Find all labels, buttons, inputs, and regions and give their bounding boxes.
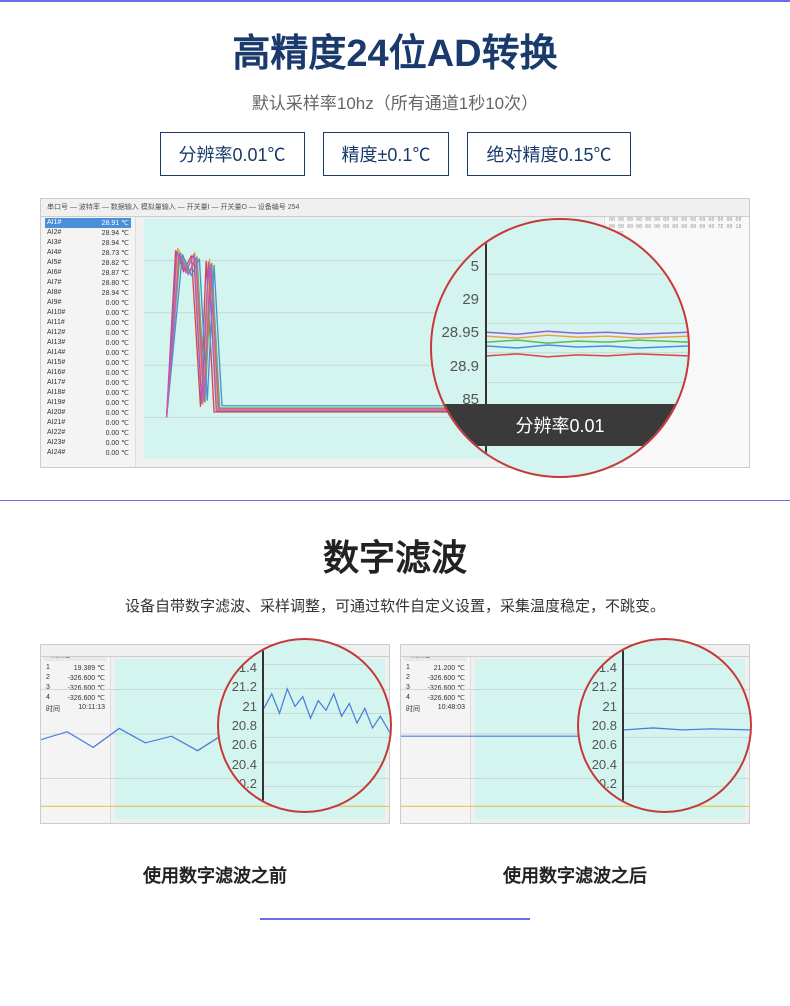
app-toolbar: 串口号 — 波特率 — 数据输入 模拟量输入 — 开关量I — 开关量O — 设…	[41, 199, 749, 217]
section2-title: 数字滤波	[0, 529, 790, 581]
section1-subtitle: 默认采样率10hz（所有通道1秒10次）	[0, 89, 790, 114]
compare-row: 当前数值119.389 ℃2-326.600 ℃3-326.600 ℃4-326…	[0, 644, 790, 888]
spec-row: 分辨率0.01℃ 精度±0.1℃ 绝对精度0.15℃	[0, 132, 790, 176]
before-caption: 使用数字滤波之前	[40, 862, 390, 888]
spec-precision: 精度±0.1℃	[323, 132, 450, 176]
spec-absolute: 绝对精度0.15℃	[467, 132, 630, 176]
before-item: 当前数值119.389 ℃2-326.600 ℃3-326.600 ℃4-326…	[40, 644, 390, 888]
section2-desc: 设备自带数字滤波、采样调整，可通过软件自定义设置，采集温度稳定，不跳变。	[0, 595, 790, 616]
magnifier-main: 5 29 28.95 28.9 85 分辨	[430, 218, 690, 478]
section1-title: 高精度24位AD转换	[0, 22, 790, 77]
before-magnifier: 21.421.22120.820.620.420.2	[217, 638, 392, 813]
channel-sidebar: 当前数值 数据曲线 AI1#28.91 ℃AI2#28.94 ℃AI3#28.9…	[41, 199, 136, 467]
main-screenshot-wrap: 串口号 — 波特率 — 数据输入 模拟量输入 — 开关量I — 开关量O — 设…	[40, 198, 750, 468]
after-caption: 使用数字滤波之后	[400, 862, 750, 888]
mag-label: 分辨率0.01	[432, 404, 688, 446]
spec-resolution: 分辨率0.01℃	[160, 132, 305, 176]
after-magnifier: 21.421.22120.820.620.420.2	[577, 638, 752, 813]
after-item: 当前数值121.200 ℃2-326.600 ℃3-326.600 ℃4-326…	[400, 644, 750, 888]
